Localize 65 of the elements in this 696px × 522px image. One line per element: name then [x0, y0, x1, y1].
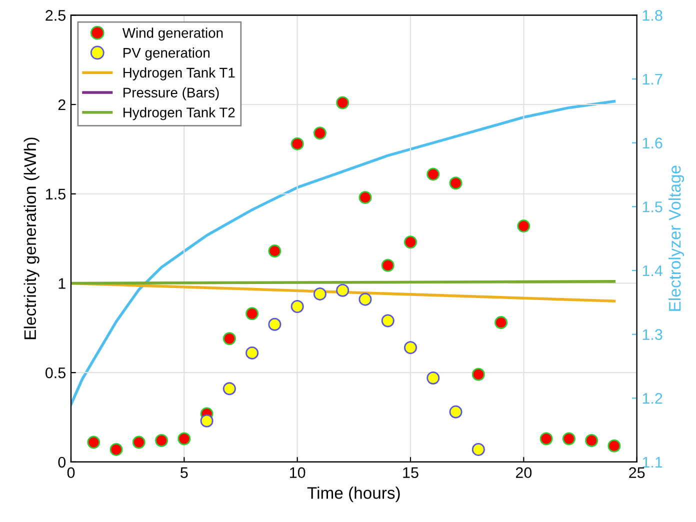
y-tick-label: 2.5	[46, 10, 66, 21]
point	[290, 137, 304, 150]
point	[246, 346, 259, 360]
y-axis-title: Electricity generation (kWh)	[24, 138, 40, 340]
point	[585, 434, 598, 448]
point	[268, 244, 282, 258]
point	[562, 432, 576, 446]
point	[290, 300, 304, 313]
y2-tick-label: 1.4	[642, 265, 662, 276]
point	[449, 176, 462, 190]
x-tick-label: 25	[629, 467, 645, 478]
x-tick-label: 20	[516, 467, 532, 478]
x-tick-label: 5	[180, 467, 188, 478]
point	[200, 414, 214, 428]
y-tick-label: 1	[58, 278, 66, 289]
point	[426, 168, 440, 181]
x-tick-label: 15	[403, 467, 418, 478]
point	[381, 258, 394, 272]
y2-tick-label: 1.5	[642, 202, 662, 212]
point	[268, 318, 282, 331]
point	[358, 190, 372, 204]
point	[87, 436, 100, 449]
y2-tick-label: 1.7	[642, 74, 662, 85]
legend-label: Hydrogen Tank T1	[124, 67, 235, 80]
point	[336, 96, 350, 110]
legend-label: Wind generation	[122, 28, 223, 41]
point	[404, 236, 418, 249]
point	[222, 332, 236, 346]
x-tick-label: 10	[290, 467, 306, 478]
point	[178, 432, 191, 446]
point	[155, 434, 168, 448]
point	[313, 126, 326, 140]
point	[336, 284, 350, 297]
y2-tick-label: 1.6	[642, 138, 662, 148]
legend-label: Hydrogen Tank T2	[124, 107, 235, 120]
point	[517, 220, 530, 233]
line-series	[70, 100, 616, 406]
point	[608, 439, 621, 452]
point	[404, 341, 418, 354]
point	[381, 314, 394, 328]
y2-tick-label: 1.3	[642, 329, 662, 340]
legend-label: PV generation	[124, 48, 210, 60]
y2-tick-label: 1.8	[642, 10, 662, 21]
legend-label: Pressure (Bars)	[124, 87, 219, 100]
point	[449, 405, 462, 418]
y-tick-label: 0.5	[45, 367, 66, 378]
point	[472, 442, 485, 456]
x-axis-title: Time (hours)	[307, 486, 400, 502]
point	[358, 292, 372, 306]
y-tick-label: 2	[58, 99, 66, 110]
point	[494, 316, 508, 330]
point	[246, 307, 259, 320]
point	[313, 287, 326, 300]
point	[222, 382, 236, 396]
point	[426, 371, 440, 384]
y2-tick-label: 1.1	[642, 456, 662, 468]
point	[540, 432, 553, 446]
y2-axis-title: Electrolyzer Voltage	[668, 166, 684, 311]
y-tick-label: 1.5	[46, 188, 66, 200]
x-tick-label: 0	[67, 467, 75, 478]
point	[472, 368, 485, 381]
point	[110, 442, 123, 456]
y-tick-label: 0	[58, 456, 66, 468]
point	[132, 436, 146, 449]
y2-tick-label: 1.2	[642, 393, 662, 404]
